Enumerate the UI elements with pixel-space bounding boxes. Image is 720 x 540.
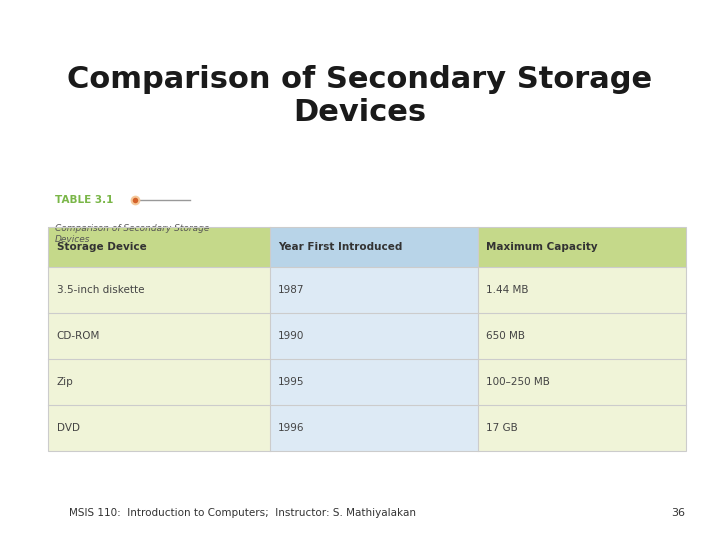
Text: 1990: 1990 xyxy=(278,331,305,341)
FancyBboxPatch shape xyxy=(478,313,685,359)
Text: Year First Introduced: Year First Introduced xyxy=(278,242,402,252)
Text: Maximum Capacity: Maximum Capacity xyxy=(486,242,598,252)
Text: 36: 36 xyxy=(672,508,685,518)
FancyBboxPatch shape xyxy=(270,313,478,359)
Text: 1.44 MB: 1.44 MB xyxy=(486,285,528,295)
Text: DVD: DVD xyxy=(57,423,79,433)
FancyBboxPatch shape xyxy=(478,359,685,405)
Text: Comparison of Secondary Storage
Devices: Comparison of Secondary Storage Devices xyxy=(55,224,210,244)
Text: 1996: 1996 xyxy=(278,423,305,433)
Text: Comparison of Secondary Storage
Devices: Comparison of Secondary Storage Devices xyxy=(68,65,652,127)
Text: 1987: 1987 xyxy=(278,285,305,295)
FancyBboxPatch shape xyxy=(478,405,685,451)
Text: Storage Device: Storage Device xyxy=(57,242,146,252)
FancyBboxPatch shape xyxy=(270,359,478,405)
FancyBboxPatch shape xyxy=(270,267,478,313)
FancyBboxPatch shape xyxy=(48,405,270,451)
Text: TABLE 3.1: TABLE 3.1 xyxy=(55,195,114,205)
FancyBboxPatch shape xyxy=(478,227,685,267)
FancyBboxPatch shape xyxy=(270,227,478,267)
FancyBboxPatch shape xyxy=(270,405,478,451)
Text: MSIS 110:  Introduction to Computers;  Instructor: S. Mathiyalakan: MSIS 110: Introduction to Computers; Ins… xyxy=(69,508,416,518)
Text: CD-ROM: CD-ROM xyxy=(57,331,100,341)
FancyBboxPatch shape xyxy=(48,267,270,313)
FancyBboxPatch shape xyxy=(48,359,270,405)
Text: 100–250 MB: 100–250 MB xyxy=(486,377,550,387)
FancyBboxPatch shape xyxy=(478,267,685,313)
Text: 17 GB: 17 GB xyxy=(486,423,518,433)
Text: Zip: Zip xyxy=(57,377,73,387)
FancyBboxPatch shape xyxy=(48,313,270,359)
Text: 650 MB: 650 MB xyxy=(486,331,525,341)
Text: 1995: 1995 xyxy=(278,377,305,387)
Text: 3.5-inch diskette: 3.5-inch diskette xyxy=(57,285,144,295)
FancyBboxPatch shape xyxy=(48,227,270,267)
